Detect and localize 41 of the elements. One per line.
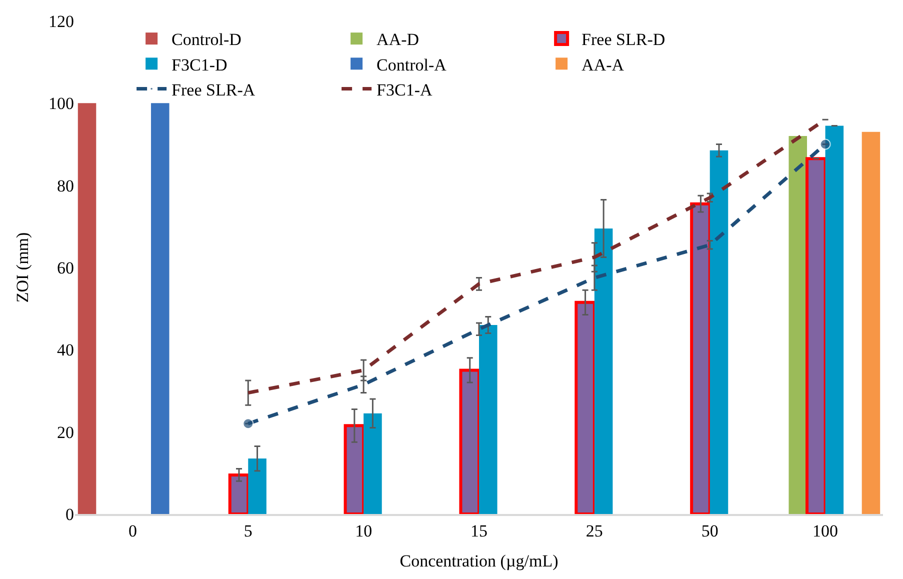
x-tick-label: 0	[128, 521, 137, 540]
y-tick-label: 0	[66, 504, 74, 524]
x-tick-label: 100	[812, 521, 838, 540]
bar	[788, 136, 808, 514]
bar	[862, 132, 880, 514]
legend-label: Free SLR-A	[172, 80, 256, 100]
x-tick-label: 15	[470, 521, 488, 540]
bar	[690, 202, 712, 514]
y-tick-label: 80	[57, 176, 74, 196]
bar	[228, 473, 250, 514]
legend-label: F3C1-D	[172, 55, 228, 74]
legend-label: F3C1-A	[376, 80, 434, 100]
y-tick-label: 60	[57, 258, 74, 278]
point	[242, 418, 254, 430]
legend-label: Control-D	[172, 30, 242, 50]
x-tick-label: 50	[701, 521, 718, 540]
y-tick-label: 100	[48, 94, 74, 114]
bar	[574, 300, 596, 514]
bar	[806, 157, 827, 514]
bar	[825, 126, 844, 514]
y-tick-label: 120	[48, 12, 74, 31]
bar	[594, 228, 613, 514]
bar	[364, 413, 382, 514]
x-tick-label: 5	[244, 521, 252, 540]
bar	[344, 424, 366, 514]
x-tick-label: 25	[586, 521, 603, 540]
bar	[710, 150, 728, 514]
y-tick-label: 40	[57, 340, 74, 360]
bar	[78, 103, 96, 514]
point	[820, 138, 831, 150]
bar	[459, 368, 480, 514]
bar	[150, 103, 170, 514]
legend-label: Control-A	[376, 55, 448, 74]
bar	[479, 325, 498, 514]
legend-label: AA-D	[376, 30, 420, 50]
y-tick-label: 20	[57, 422, 74, 442]
legend-label: Free SLR-D	[582, 30, 666, 50]
x-tick-label: 10	[355, 521, 372, 540]
x-axis-title: Concentration (µg/mL)	[400, 551, 558, 570]
y-axis-title: ZOI (mm)	[13, 232, 32, 303]
legend-label: AA-A	[582, 55, 625, 74]
